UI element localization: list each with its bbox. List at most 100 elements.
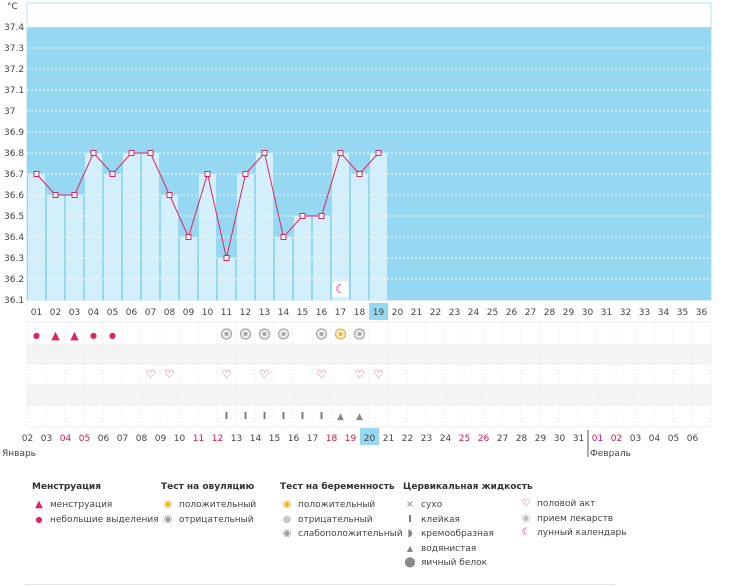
heart-icon: ♡ (374, 368, 384, 381)
legend-ovulation-test: Тест на овуляцию ◉ положительный ◉ отрицат… (161, 482, 256, 527)
cycle-day-label: 03 (69, 308, 80, 318)
dry-icon: × (405, 499, 415, 510)
legend-label: слабоположительный (298, 529, 403, 539)
cycle-day-label: 19 (373, 308, 385, 318)
test-icon-dot (281, 332, 286, 336)
test-icon-dot (224, 332, 229, 336)
sticky-icon: I (225, 411, 229, 422)
cycle-day-label: 30 (582, 308, 594, 318)
calendar-date: 04 (60, 434, 72, 444)
calendar-date: 01 (592, 434, 603, 444)
y-tick-label: 36.8 (4, 149, 24, 159)
test-icon-dot (319, 332, 324, 336)
cycle-day-label: 15 (297, 308, 308, 318)
cycle-day-label: 11 (221, 308, 232, 318)
calendar-date: 02 (22, 434, 33, 444)
temperature-point (280, 234, 287, 240)
legend-label: водянистая (421, 543, 477, 554)
heart-icon: ♡ (165, 368, 175, 381)
calendar-date: 21 (383, 434, 394, 444)
calendar-date: 04 (649, 434, 661, 444)
temperature-bar (237, 174, 254, 300)
y-tick-label: 37.1 (4, 86, 24, 96)
temperature-point (261, 150, 268, 156)
legend-label: кремообразная (421, 529, 494, 539)
legend-label: прием лекарств (537, 513, 614, 524)
calendar-date: 05 (79, 434, 90, 444)
calendar-date: 23 (421, 434, 432, 444)
calendar-date: 25 (459, 434, 470, 444)
temperature-bar (294, 216, 311, 300)
cycle-day-label: 10 (202, 308, 214, 318)
month-label: Февраль (590, 449, 631, 459)
temperature-bar (256, 153, 273, 300)
heart-icon: ♡ (146, 368, 156, 381)
temperature-point (337, 150, 344, 156)
cycle-day-label: 18 (354, 308, 366, 318)
y-tick-label: 37.3 (4, 44, 24, 54)
calendar-date: 29 (535, 434, 547, 444)
cycle-day-label: 23 (449, 308, 460, 318)
temperature-bar (47, 195, 64, 300)
spotting-icon: ● (109, 331, 116, 340)
legend-title: Тест на беременность (280, 482, 395, 492)
cycle-day-label: 25 (487, 308, 498, 318)
test-icon-dot (338, 332, 343, 336)
temperature-point (90, 150, 97, 156)
sticky-icon: I (320, 411, 324, 422)
calendar-date: 11 (193, 434, 204, 444)
temperature-bar (370, 153, 387, 300)
menstruation-icon: ▲ (35, 499, 43, 510)
legend-label: сухо (421, 500, 443, 510)
calendar-date: 06 (98, 434, 110, 444)
calendar-date: 28 (516, 434, 528, 444)
calendar-date: 24 (440, 434, 452, 444)
temperature-point (185, 234, 192, 240)
sticky-icon: I (263, 411, 267, 422)
legend-label: положительный (298, 500, 376, 510)
y-tick-label: 36.3 (4, 254, 24, 264)
calendar-date: 03 (630, 434, 641, 444)
temperature-bar (161, 195, 178, 300)
temperature-bar (180, 237, 197, 300)
cycle-day-label: 21 (411, 308, 422, 318)
cycle-day-label: 24 (468, 308, 480, 318)
creamy-icon: ◗ (407, 528, 413, 539)
menstruation-icon: ▲ (51, 329, 60, 342)
temperature-point (109, 171, 116, 177)
temperature-point (375, 150, 382, 156)
temperature-point (223, 255, 230, 261)
calendar-date: 22 (402, 434, 413, 444)
menstruation-icon: ▲ (70, 329, 79, 342)
cycle-day-label: 06 (126, 308, 138, 318)
temperature-bar (85, 153, 102, 300)
cycle-day-label: 32 (620, 308, 631, 318)
legend-label: половой акт (537, 499, 596, 509)
temperature-bar (275, 237, 292, 300)
temperature-point (71, 192, 78, 198)
watery-icon: ▲ (337, 412, 344, 422)
egg-white-icon: ⬤ (404, 557, 416, 568)
legend-title: Тест на овуляцию (161, 482, 255, 492)
test-icon-dot (357, 332, 362, 336)
moon-icon: ☾ (335, 282, 346, 296)
cycle-day-label: 16 (316, 308, 328, 318)
cycle-day-label: 01 (31, 308, 42, 318)
calendar-date: 08 (136, 434, 148, 444)
cycle-day-label: 13 (259, 308, 270, 318)
heart-icon: ♡ (260, 368, 270, 381)
calendar-date: 18 (326, 434, 338, 444)
moon-icon: ☾ (521, 527, 531, 538)
heart-icon: ♡ (355, 368, 365, 381)
y-tick-label: 37.2 (4, 65, 24, 75)
negative-pregnancy-icon: ● (282, 513, 292, 525)
cycle-day-label: 22 (430, 308, 441, 318)
legend-label: клейкая (421, 514, 460, 525)
current-day-highlight (369, 303, 388, 320)
y-tick-label: 37 (4, 107, 15, 117)
legend-pregnancy-test: Тест на беременность ◉ положительный ● отр… (280, 482, 403, 542)
y-tick-label: 36.5 (4, 212, 24, 222)
cycle-day-label: 04 (88, 308, 100, 318)
